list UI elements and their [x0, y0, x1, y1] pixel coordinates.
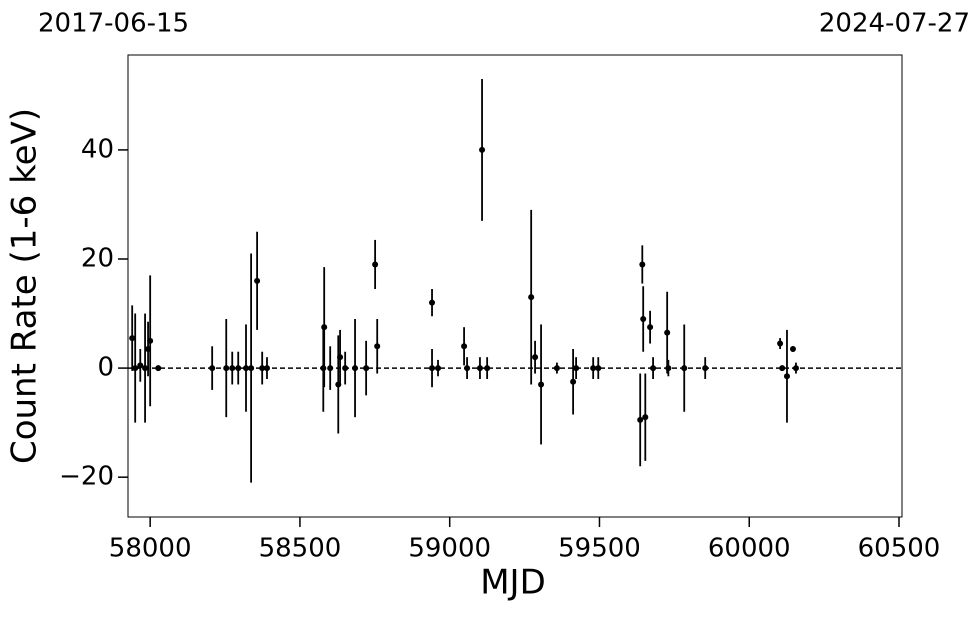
data-point — [650, 365, 657, 372]
data-point — [248, 365, 255, 372]
data-point — [235, 365, 242, 372]
data-point — [263, 365, 270, 372]
top-left-date: 2017-06-15 — [38, 9, 189, 39]
data-point — [642, 414, 649, 421]
y-tick-label: 20 — [81, 244, 114, 274]
data-point — [779, 365, 786, 372]
data-point — [777, 340, 784, 347]
data-point — [681, 365, 688, 372]
data-point — [223, 365, 230, 372]
data-point — [137, 362, 144, 369]
data-point — [372, 261, 379, 268]
data-point — [464, 365, 471, 372]
y-tick-label: 0 — [97, 353, 114, 383]
data-point — [570, 378, 577, 385]
data-point — [147, 337, 154, 344]
data-point — [647, 324, 654, 331]
x-axis-label: MJD — [480, 563, 546, 603]
x-tick-label: 59000 — [408, 534, 491, 564]
data-point — [479, 146, 486, 153]
data-point — [352, 365, 359, 372]
x-tick-label: 59500 — [558, 534, 641, 564]
data-point — [363, 365, 370, 372]
data-point — [435, 365, 442, 372]
data-point — [461, 343, 468, 350]
data-point — [664, 329, 671, 336]
x-tick-label: 58500 — [259, 534, 342, 564]
data-point — [337, 354, 344, 361]
data-point — [783, 373, 790, 380]
data-point — [327, 365, 334, 372]
data-point — [538, 381, 545, 388]
data-point — [528, 294, 535, 301]
data-point — [573, 365, 580, 372]
data-point — [321, 324, 328, 331]
data-point — [702, 365, 709, 372]
data-point — [639, 261, 646, 268]
data-point — [229, 365, 236, 372]
data-point — [553, 365, 560, 372]
data-point — [254, 277, 261, 284]
data-point — [637, 416, 644, 423]
data-point — [132, 365, 139, 372]
data-point — [590, 365, 597, 372]
data-point — [792, 365, 799, 372]
data-point — [429, 365, 436, 372]
top-right-date: 2024-07-27 — [819, 9, 970, 39]
data-point — [342, 365, 349, 372]
plot-frame — [127, 54, 903, 518]
data-point — [129, 335, 136, 342]
x-tick-label: 60500 — [858, 534, 941, 564]
data-point — [155, 365, 162, 372]
data-point — [640, 316, 647, 322]
data-point — [243, 365, 250, 372]
data-point — [209, 365, 216, 372]
y-tick-label: 40 — [81, 134, 114, 164]
y-axis-label: Count Rate (1-6 keV) — [5, 108, 45, 464]
y-tick-label: −20 — [59, 462, 114, 492]
data-point — [429, 299, 436, 306]
data-point — [595, 365, 602, 372]
x-tick-label: 60000 — [708, 534, 791, 564]
data-point — [484, 365, 491, 372]
data-point — [665, 365, 672, 372]
data-point — [374, 343, 381, 350]
x-tick-label: 58000 — [109, 534, 192, 564]
data-point — [476, 365, 483, 372]
data-point — [532, 354, 539, 361]
data-point — [142, 365, 149, 372]
data-point — [259, 365, 266, 372]
data-point — [789, 346, 796, 352]
